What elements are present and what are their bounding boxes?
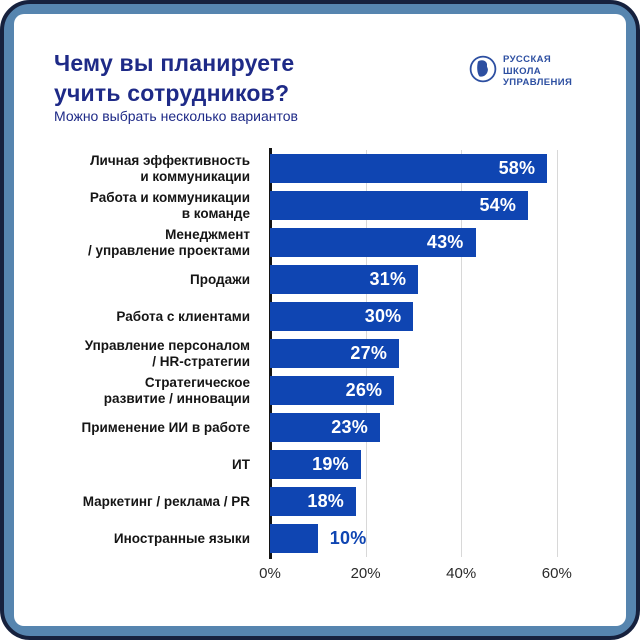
- category-label: Работа с клиентами: [116, 308, 250, 324]
- bar-value-label: 30%: [364, 306, 402, 326]
- category-label: Работа и коммуникации в команде: [89, 189, 250, 221]
- bar-value-label: 31%: [369, 269, 407, 289]
- gridline: [461, 150, 463, 557]
- bar-area: 23%: [270, 413, 600, 442]
- chart-row: Менеджмент / управление проектами 43%: [30, 224, 610, 261]
- bar-area: 27%: [270, 339, 600, 368]
- bar-area: 10%: [270, 524, 600, 553]
- bar-value-label: 58%: [498, 158, 536, 178]
- x-tick-label: 40%: [446, 565, 477, 582]
- chart-row: Работа и коммуникации в команде 54%: [30, 187, 610, 224]
- category-label: ИТ: [232, 456, 250, 472]
- chart-row: Стратегическое развитие / инновации 26%: [30, 372, 610, 409]
- category-label: Продажи: [190, 271, 250, 287]
- x-tick-label: 20%: [350, 565, 381, 582]
- x-axis: 0% 20% 40% 60%: [259, 565, 600, 585]
- category-label: Стратегическое развитие / инновации: [103, 374, 250, 406]
- bar-area: 58%: [270, 154, 600, 183]
- bar-value-label: 18%: [307, 491, 345, 511]
- page-title: Чему вы планируете учить сотрудников?: [54, 50, 295, 106]
- chart-row: Применение ИИ в работе 23%: [30, 409, 610, 446]
- chart-row: Маркетинг / реклама / PR 18%: [30, 483, 610, 520]
- category-label: Менеджмент / управление проектами: [88, 226, 250, 258]
- chart-row: ИТ 19%: [30, 446, 610, 483]
- bar-area: 54%: [270, 191, 600, 220]
- bar-area: 19%: [270, 450, 600, 479]
- bar: 43%: [270, 228, 476, 257]
- face-profile-in-circle-icon: [469, 55, 497, 88]
- category-label: Применение ИИ в работе: [81, 419, 250, 435]
- x-tick-label: 60%: [541, 565, 572, 582]
- gridline: [556, 150, 558, 557]
- bar: 26%: [270, 376, 395, 405]
- bar-value-label: 27%: [350, 343, 388, 363]
- page-subtitle: Можно выбрать несколько вариантов: [54, 108, 298, 124]
- bar-area: 31%: [270, 265, 600, 294]
- chart-row: Работа с клиентами 30%: [30, 298, 610, 335]
- bar-value-label: 26%: [345, 380, 383, 400]
- bar-value-label: 54%: [479, 195, 517, 215]
- chart-row: Иностранные языки 10%: [30, 520, 610, 557]
- bar: 54%: [270, 191, 529, 220]
- bar: 30%: [270, 302, 414, 331]
- bar-value-label: 43%: [426, 232, 464, 252]
- bar-area: 18%: [270, 487, 600, 516]
- chart-row: Личная эффективность и коммуникации 58%: [30, 150, 610, 187]
- bar-area: 43%: [270, 228, 600, 257]
- category-label: Маркетинг / реклама / PR: [82, 493, 250, 509]
- chart-rows: Личная эффективность и коммуникации 58% Ра…: [30, 150, 610, 557]
- bar-area: 26%: [270, 376, 600, 405]
- bar: 23%: [270, 413, 380, 442]
- bar-area: 30%: [270, 302, 600, 331]
- bar-value-label: 10%: [329, 528, 367, 548]
- bar-value-label: 19%: [312, 454, 349, 474]
- chart-row: Продажи 31%: [30, 261, 610, 298]
- bar: 18%: [270, 487, 357, 516]
- infographic-card: Чему вы планируете учить сотрудников? Мо…: [14, 14, 626, 626]
- category-label: Иностранные языки: [113, 530, 250, 546]
- bar-chart: Личная эффективность и коммуникации 58% Ра…: [30, 148, 610, 585]
- bar: [270, 524, 318, 553]
- bar: 19%: [270, 450, 361, 479]
- chart-row: Управление персоналом / HR-стратегии 27%: [30, 335, 610, 372]
- x-tick-label: 0%: [259, 565, 281, 582]
- bar: 27%: [270, 339, 400, 368]
- company-logo: РУССКАЯ ШКОЛА УПРАВЛЕНИЯ: [469, 54, 572, 89]
- bar: 31%: [270, 265, 419, 294]
- bar-value-label: 23%: [331, 417, 368, 437]
- category-label: Управление персоналом / HR-стратегии: [84, 337, 250, 369]
- bar: 58%: [270, 154, 548, 183]
- category-label: Личная эффективность и коммуникации: [90, 152, 250, 184]
- company-logo-text: РУССКАЯ ШКОЛА УПРАВЛЕНИЯ: [503, 54, 573, 88]
